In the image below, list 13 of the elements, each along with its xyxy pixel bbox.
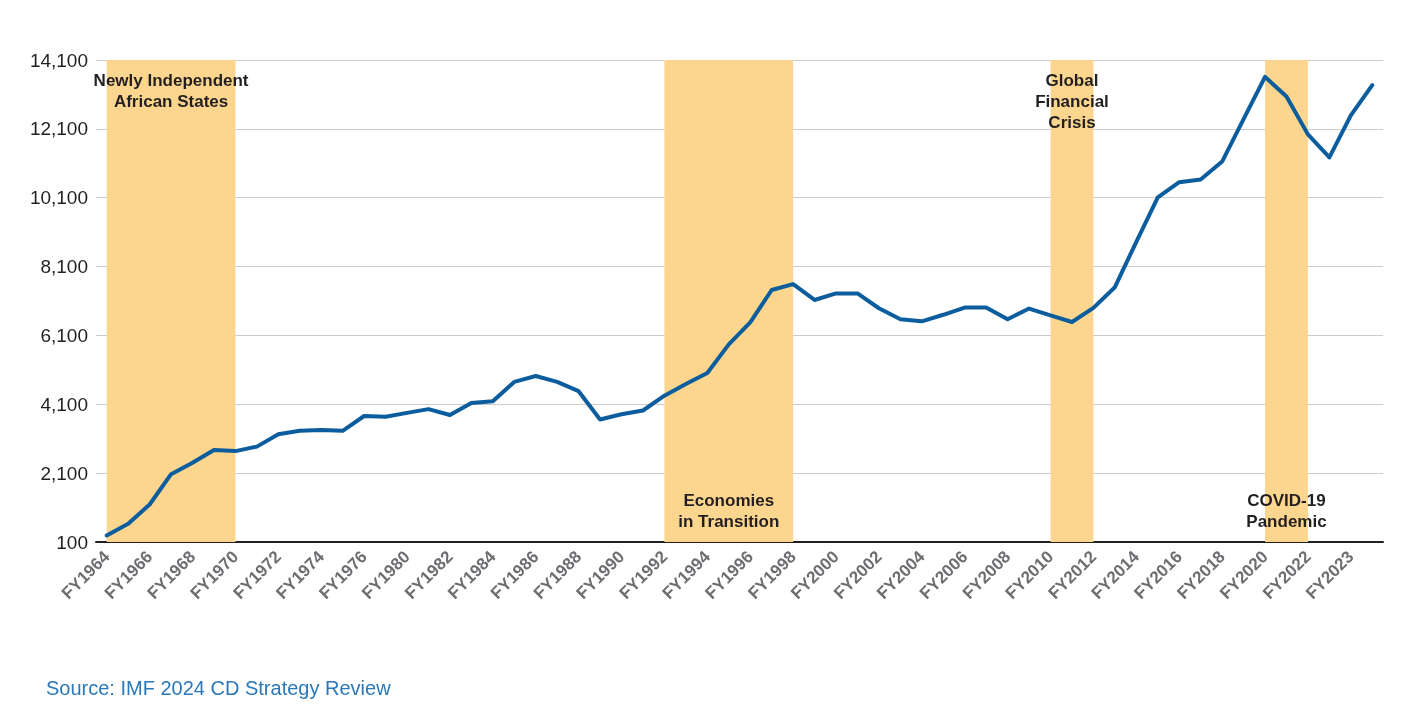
y-tick-label: 4,100 (40, 393, 88, 415)
band-label: Global Financial Crisis (1035, 71, 1109, 132)
source-note: Source: IMF 2024 CD Strategy Review (46, 677, 392, 699)
y-tick-label: 10,100 (29, 187, 88, 209)
band-label: COVID-19 Pandemic (1246, 491, 1327, 531)
band-label: Economies in Transition (678, 491, 780, 531)
y-tick-label: 2,100 (40, 462, 88, 484)
y-tick-label: 100 (56, 531, 88, 553)
y-tick-label: 6,100 (40, 324, 88, 346)
band-label: Newly Independent African States (93, 71, 249, 111)
y-tick-label: 8,100 (40, 256, 88, 278)
y-tick-label: 14,100 (29, 49, 88, 71)
y-tick-label: 12,100 (29, 118, 88, 140)
